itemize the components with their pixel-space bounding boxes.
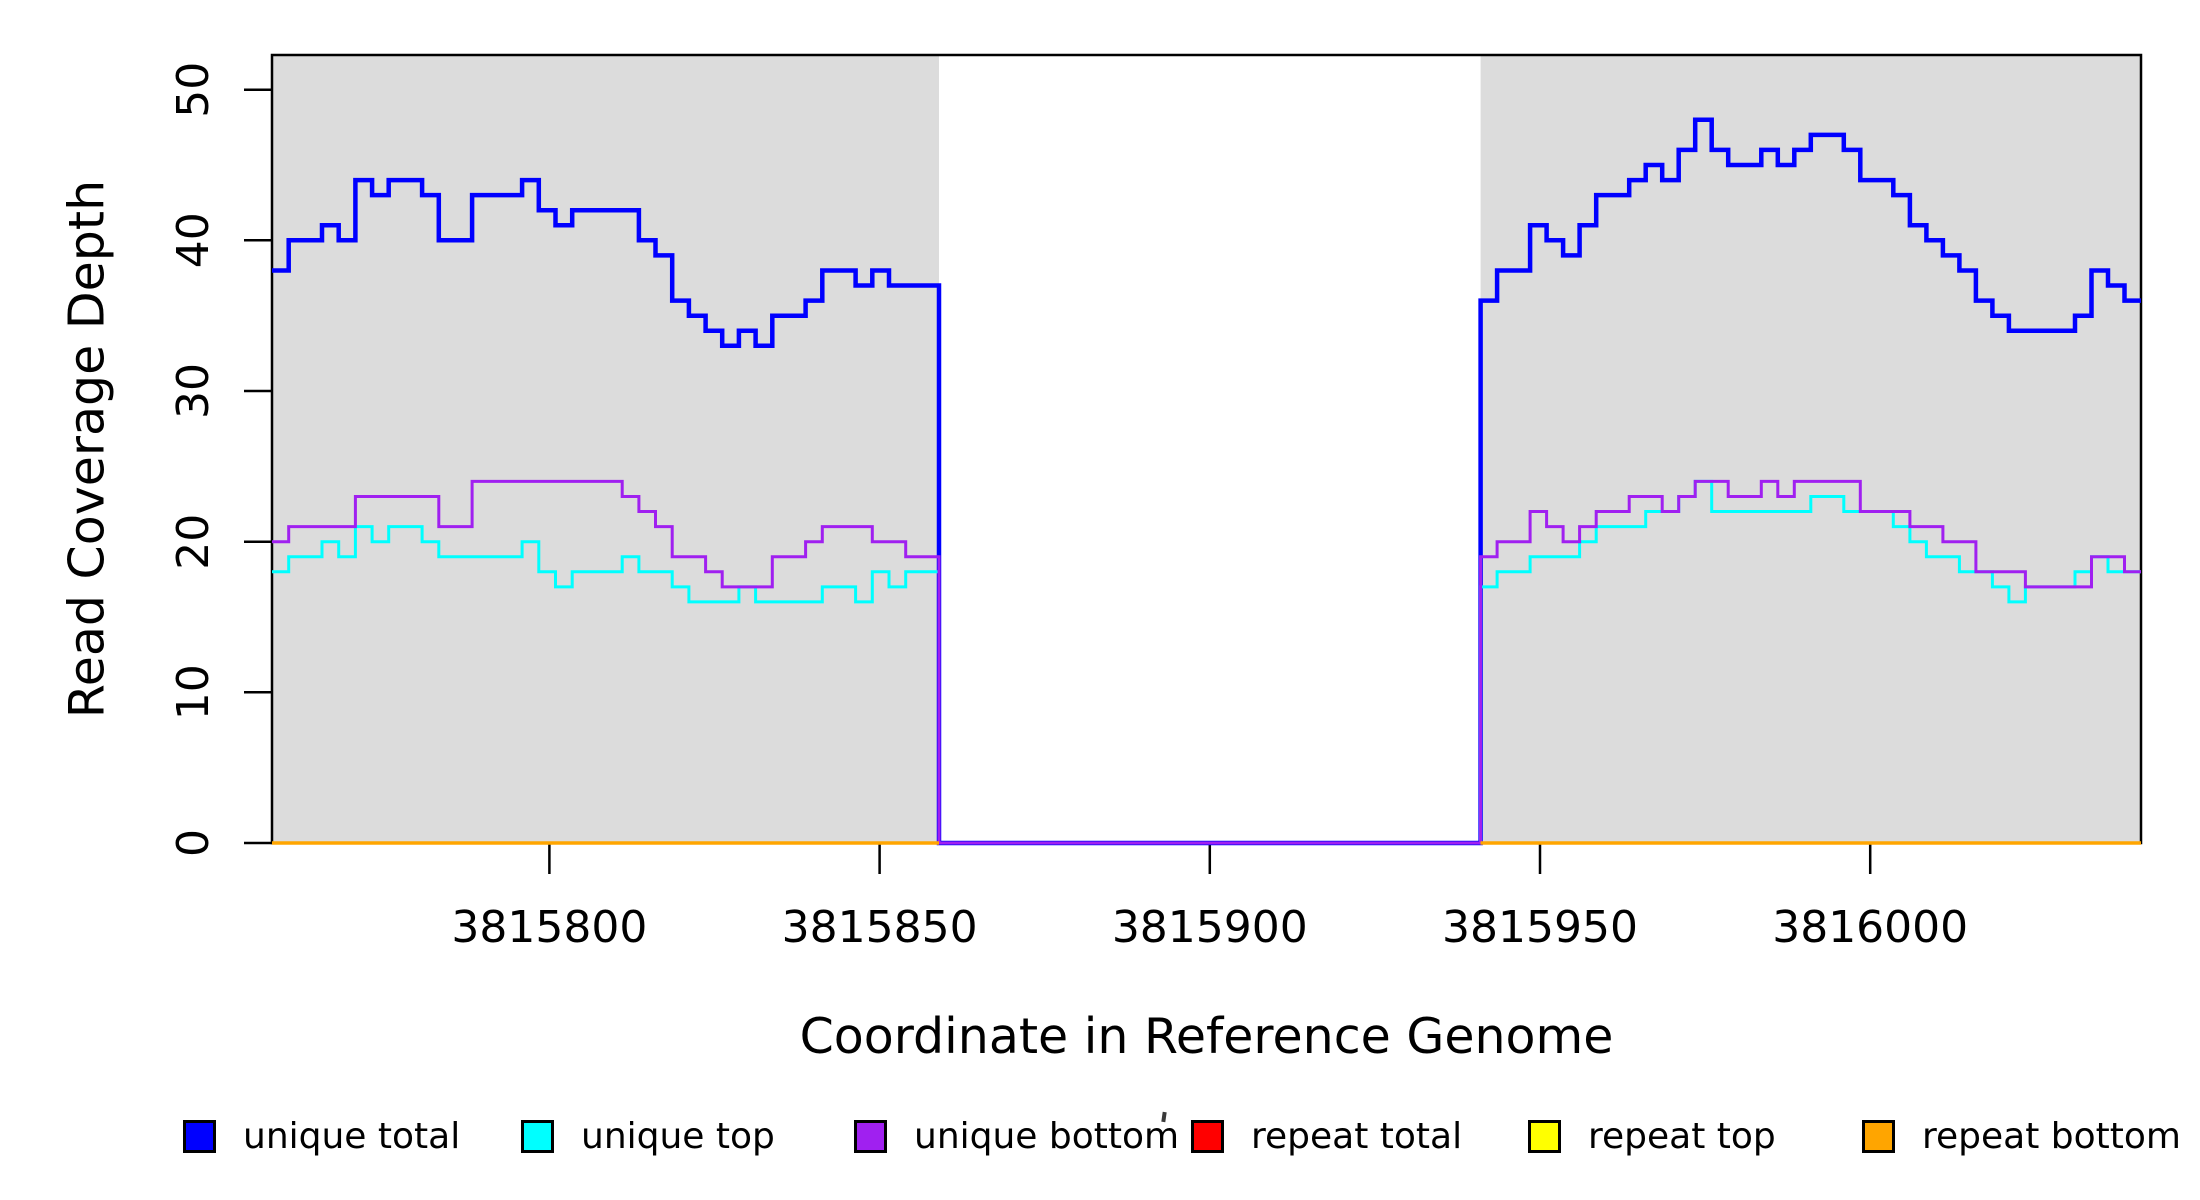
y-tick-label: 30 — [168, 363, 219, 419]
x-tick-label: 3815800 — [451, 902, 647, 953]
masked-region-left — [272, 55, 939, 843]
series-line-unique-bottom — [272, 479, 2141, 845]
x-tick-label: 3815950 — [1442, 902, 1638, 953]
series-line-unique-total — [272, 117, 2141, 846]
y-tick-label: 50 — [168, 62, 219, 118]
y-tick-label: 20 — [168, 514, 219, 570]
masked-region-right — [1480, 55, 2141, 843]
y-tick-label: 10 — [168, 664, 219, 720]
y-tick-label: 40 — [168, 212, 219, 268]
x-tick-label: 3816000 — [1772, 902, 1968, 953]
y-axis-title: Read Coverage Depth — [58, 179, 116, 719]
x-tick-label: 3815900 — [1112, 902, 1308, 953]
x-tick-label: 3815850 — [782, 902, 978, 953]
y-tick-label: 0 — [168, 829, 219, 857]
x-axis-title: Coordinate in Reference Genome — [799, 1008, 1614, 1065]
